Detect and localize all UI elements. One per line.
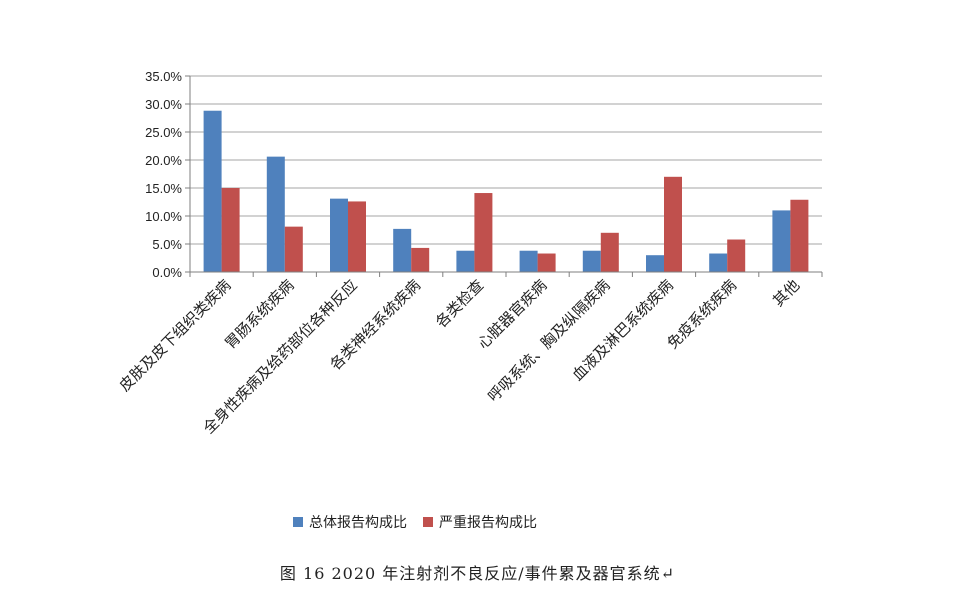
bar xyxy=(203,110,222,272)
y-tick-label: 15.0% xyxy=(145,181,182,196)
x-tick-label: 各类检查 xyxy=(432,276,487,331)
x-tick-label: 皮肤及皮下组织类疾病 xyxy=(116,276,235,395)
legend-label-serious: 严重报告构成比 xyxy=(439,515,537,531)
bar xyxy=(474,193,493,272)
bar xyxy=(348,201,366,272)
bar xyxy=(790,199,809,272)
x-tick-label: 其他 xyxy=(769,276,803,310)
gridlines xyxy=(190,75,822,245)
bar xyxy=(411,247,430,272)
bar xyxy=(600,232,619,272)
bar xyxy=(727,239,746,272)
bar xyxy=(519,250,538,272)
y-tick-label: 25.0% xyxy=(145,125,182,140)
figure-caption: 图 16 2020 年注射剂不良反应/事件累及器官系统↵ xyxy=(279,564,676,583)
bar xyxy=(456,250,475,272)
legend: 总体报告构成比 严重报告构成比 xyxy=(293,512,553,532)
y-tick-label: 5.0% xyxy=(152,237,182,252)
bar xyxy=(393,228,412,272)
bars xyxy=(203,110,809,272)
y-tick-label: 35.0% xyxy=(145,69,182,84)
bar xyxy=(582,250,601,272)
bar xyxy=(266,156,285,272)
x-tick-label: 呼吸系统、胸及纵隔疾病 xyxy=(484,276,613,405)
legend-item-total: 总体报告构成比 xyxy=(293,512,407,532)
bar xyxy=(664,176,682,272)
bar xyxy=(646,255,664,272)
legend-swatch-total xyxy=(293,517,303,527)
legend-label-total: 总体报告构成比 xyxy=(309,515,407,531)
legend-swatch-serious xyxy=(423,517,433,527)
bar xyxy=(772,210,791,272)
bar xyxy=(537,253,556,272)
y-tick-label: 0.0% xyxy=(152,265,182,280)
y-tick-label: 10.0% xyxy=(145,209,182,224)
y-tick-label: 30.0% xyxy=(145,97,182,112)
y-axis-ticks: 0.0% 5.0% 10.0% 15.0% 20.0% 25.0% 30.0% 35.0% xyxy=(145,69,190,280)
bar xyxy=(330,198,348,272)
y-tick-label: 20.0% xyxy=(145,153,182,168)
bar xyxy=(221,188,240,272)
bar xyxy=(284,226,303,272)
bar xyxy=(709,253,728,272)
legend-item-serious: 严重报告构成比 xyxy=(423,512,537,532)
